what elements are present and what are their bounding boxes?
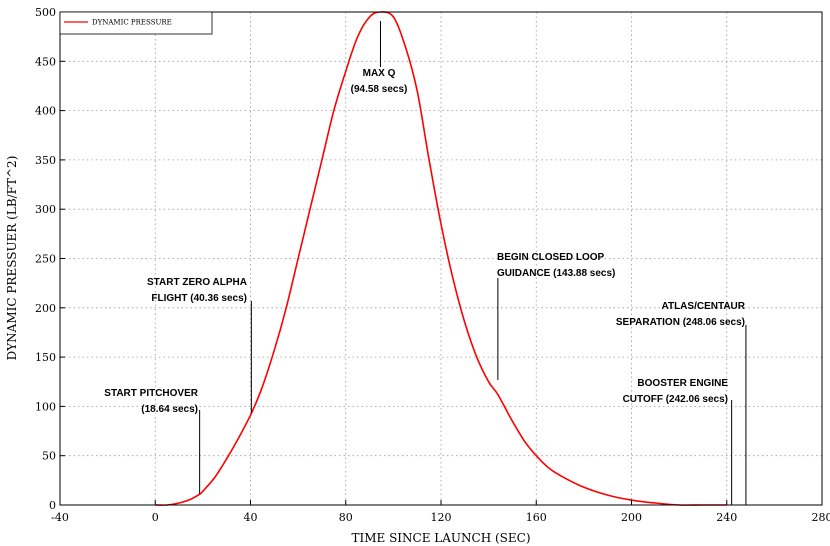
y-axis-title: DYNAMIC PRESSUER (LB/FT^2) xyxy=(5,156,19,361)
x-tick-label: 120 xyxy=(431,511,452,524)
x-tick-label: -40 xyxy=(51,511,69,524)
x-tick-label: 200 xyxy=(621,511,642,524)
x-tick-label: 40 xyxy=(244,511,258,524)
y-tick-label: 300 xyxy=(35,203,56,216)
x-tick-label: 0 xyxy=(152,511,159,524)
series-layer xyxy=(155,11,727,506)
y-tick-label: 500 xyxy=(35,6,56,19)
y-tick-label: 0 xyxy=(49,499,56,512)
annotation-label: BOOSTER ENGINE xyxy=(637,378,728,389)
x-tick-label: 160 xyxy=(526,511,547,524)
annotation-label: ATLAS/CENTAUR xyxy=(661,301,745,312)
annotation-label: START ZERO ALPHA xyxy=(147,277,247,288)
x-axis-title: TIME SINCE LAUNCH (SEC) xyxy=(351,531,530,545)
annotation-label: (18.64 secs) xyxy=(141,404,198,415)
y-tick-label: 350 xyxy=(35,154,56,167)
annotation-label: MAX Q xyxy=(363,68,396,79)
y-tick-label: 150 xyxy=(35,351,56,364)
annotation-label: CUTOFF (242.06 secs) xyxy=(623,394,728,405)
y-tick-label: 200 xyxy=(35,302,56,315)
tick-labels: -40 0 40 80 120 160 200 240 28005010015020025030… xyxy=(35,6,830,524)
annotation-label: FLIGHT (40.36 secs) xyxy=(151,293,247,304)
y-tick-label: 50 xyxy=(42,450,56,463)
x-tick-label: 80 xyxy=(339,511,353,524)
x-tick-label: 280 xyxy=(812,511,830,524)
series-line-dynamic-pressure xyxy=(155,11,727,506)
y-tick-label: 400 xyxy=(35,105,56,118)
legend-box xyxy=(59,11,213,35)
annotation-label: START PITCHOVER xyxy=(104,388,198,399)
grid xyxy=(60,12,822,505)
legend: DYNAMIC PRESSURE xyxy=(59,11,213,35)
legend-label: DYNAMIC PRESSURE xyxy=(92,19,172,27)
annotation-label: BEGIN CLOSED LOOP xyxy=(497,252,605,263)
y-tick-label: 250 xyxy=(35,253,56,266)
annotation-label: GUIDANCE (143.88 secs) xyxy=(497,268,615,279)
annotation-label: SEPARATION (248.06 secs) xyxy=(616,317,745,328)
x-tick-label: 240 xyxy=(716,511,737,524)
y-tick-label: 100 xyxy=(35,400,56,413)
y-tick-label: 450 xyxy=(35,55,56,68)
annotations: START PITCHOVER (18.64 secs) START ZERO AL… xyxy=(104,21,747,505)
annotation-label: (94.58 secs) xyxy=(351,84,408,95)
